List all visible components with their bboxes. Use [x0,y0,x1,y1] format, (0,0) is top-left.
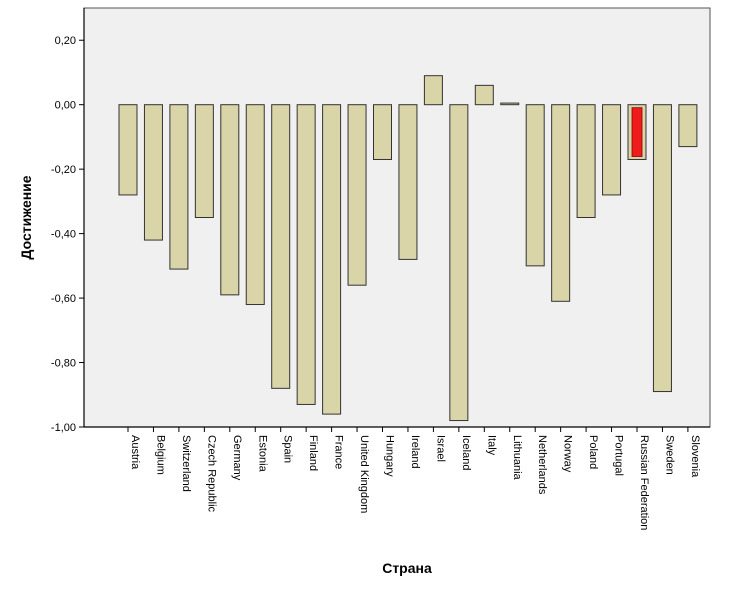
bar-austria [118,104,138,196]
bar-iceland [449,104,469,422]
bar-spain [271,104,291,389]
x-category-label: Czech Republic [205,435,217,513]
bar-netherlands [525,104,545,267]
bar-hungary [373,104,392,160]
bar-czech-republic [194,104,214,218]
x-category-label: Slovenia [689,435,701,478]
x-category-label: Russian Federation [638,435,650,530]
bar-italy [474,84,494,106]
x-category-label: Belgium [154,435,166,475]
y-tick-label: -1,00 [51,422,76,434]
bar-united-kingdom [347,104,367,286]
y-tick-label: -0,60 [51,293,76,305]
x-category-label: Israel [434,435,446,462]
x-category-label: Norway [562,435,574,473]
x-category-label: Switzerland [180,435,192,492]
bar-estonia [245,104,265,306]
y-axis-title: Достижение [18,175,34,259]
bar-sweden [652,104,672,393]
bar-finland [296,104,316,405]
bar-lithuania [500,102,520,106]
x-category-label: Hungary [384,435,396,477]
bar-belgium [143,104,163,241]
x-category-label: Estonia [256,435,268,473]
x-category-label: Netherlands [536,435,548,495]
bar-slovenia [678,104,698,148]
x-category-label: Poland [587,435,599,469]
y-tick-label: -0,20 [51,164,76,176]
x-category-label: Austria [129,435,141,470]
x-category-label: Iceland [460,435,472,470]
bar-ireland [398,104,418,260]
x-category-label: France [333,435,345,469]
y-tick-label: 0,00 [55,100,76,112]
x-category-label: Italy [485,435,497,456]
bar-france [322,104,342,415]
bar-highlight-russian-federation [631,107,643,157]
bar-switzerland [169,104,189,270]
y-tick-label: -0,40 [51,229,76,241]
y-tick-label: 0,20 [55,35,76,47]
y-tick-label: -0,80 [51,358,76,370]
x-category-label: Spain [282,435,294,463]
x-category-label: Portugal [613,435,625,476]
x-category-label: United Kingdom [358,435,370,513]
bar-norway [551,104,571,302]
x-category-label: Ireland [409,435,421,469]
x-axis-title: Страна [382,560,432,576]
bar-portugal [602,104,622,196]
x-category-label: Lithuania [511,435,523,481]
x-category-label: Sweden [663,435,675,475]
bar-israel [423,75,443,106]
x-category-label: Germany [231,435,243,481]
bar-germany [220,104,240,296]
bar-poland [576,104,596,218]
x-category-label: Finland [307,435,319,471]
